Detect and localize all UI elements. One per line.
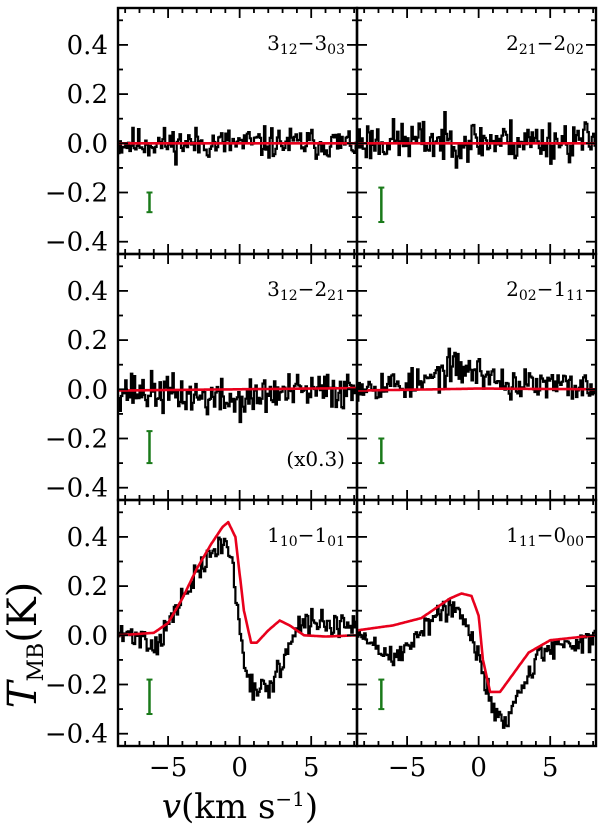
transition-label-subscript: 11	[519, 534, 537, 550]
panel-1: −0.4 −0.2 0.0 0.2 0.4 312−303	[45, 6, 359, 258]
y-tick-label: −0.4	[45, 474, 108, 504]
x-tick-label: 5	[542, 753, 559, 783]
y-tick-label: 0.2	[67, 572, 108, 602]
transition-label-subscript: 21	[519, 42, 537, 58]
y-tick-label: 0.0	[67, 129, 108, 159]
transition-label-text: −1	[298, 523, 327, 547]
transition-label-text: −1	[537, 277, 566, 301]
x-tick-label: −5	[149, 753, 187, 783]
panel-3: −0.4 −0.2 0.0 0.2 0.4 312−221 (x0.3)	[45, 252, 359, 504]
y-tick-label: −0.2	[45, 425, 108, 455]
y-tick-label: 0.4	[67, 277, 108, 307]
observed-spectrum	[357, 111, 596, 169]
x-axis-unit-exponent: −1	[275, 787, 304, 811]
y-tick-label: 0.0	[67, 621, 108, 651]
transition-label: 221−202	[506, 31, 584, 58]
transition-label-subscript: 03	[327, 42, 345, 58]
y-axis-subscript: MB	[24, 643, 49, 682]
y-axis-unit: (K)	[0, 582, 46, 643]
x-tick-label: 0	[231, 753, 248, 783]
transition-label: 312−221	[267, 277, 345, 304]
transition-label-text: −0	[537, 523, 566, 547]
panel-frame	[355, 498, 598, 748]
y-tick-label: 0.2	[67, 326, 108, 356]
y-tick-label: −0.2	[45, 179, 108, 209]
x-tick-label: 5	[303, 753, 320, 783]
scale-note: (x0.3)	[286, 447, 345, 471]
transition-label-subscript: 10	[280, 534, 298, 550]
transition-label-text: 3	[267, 31, 280, 55]
transition-label-text: 2	[506, 277, 519, 301]
transition-label-text: −2	[298, 277, 327, 301]
y-tick-label: 0.0	[67, 375, 108, 405]
y-axis-symbol: T	[0, 678, 46, 708]
observed-spectrum	[357, 598, 596, 729]
y-tick-label: 0.2	[67, 80, 108, 110]
transition-label: 111−000	[506, 523, 584, 550]
x-axis-symbol: v	[162, 787, 181, 827]
y-tick-label: −0.4	[45, 228, 108, 258]
transition-label-subscript: 12	[280, 288, 298, 304]
model-curve	[118, 386, 357, 392]
transition-label-text: 1	[506, 523, 519, 547]
observed-spectrum	[118, 369, 357, 424]
transition-label: 110−101	[267, 523, 345, 550]
y-axis-title: TMB(K)	[0, 582, 49, 708]
x-axis-unit-close: )	[305, 787, 318, 827]
x-axis-title: v(km s−1)	[162, 787, 318, 827]
observed-spectrum	[118, 536, 357, 701]
transition-label-subscript: 00	[566, 534, 584, 550]
model-curve	[118, 520, 357, 644]
transition-label-subscript: 01	[327, 534, 345, 550]
transition-label-subscript: 11	[566, 288, 584, 304]
panel-4: 202−111	[355, 252, 598, 502]
observed-spectrum	[118, 120, 357, 166]
x-tick-label: −5	[388, 753, 426, 783]
model-curve	[357, 592, 596, 694]
panel-grid: −0.4−0.20.00.20.4 312−303 221−202−0.4−0.20…	[45, 6, 598, 783]
y-tick-label: 0.4	[67, 31, 108, 61]
y-tick-label: −0.2	[45, 671, 108, 701]
transition-label-text: −2	[537, 31, 566, 55]
transition-label: 202−111	[506, 277, 584, 304]
transition-label-text: 2	[506, 31, 519, 55]
panel-5: −0.4 −0.2 0.0 0.2 0.4 −5 0 5 110−101	[45, 498, 359, 783]
transition-label-text: 3	[267, 277, 280, 301]
transition-label: 312−303	[267, 31, 345, 58]
panel-2: 221−202	[355, 6, 598, 256]
y-tick-label: 0.4	[67, 523, 108, 553]
transition-label-subscript: 12	[280, 42, 298, 58]
transition-label-subscript: 21	[327, 288, 345, 304]
transition-label-text: −3	[298, 31, 327, 55]
model-curve	[357, 387, 596, 392]
x-axis-unit: (km s	[181, 787, 275, 827]
transition-label-subscript: 02	[519, 288, 537, 304]
observed-spectrum	[357, 347, 596, 402]
transition-label-text: 1	[267, 523, 280, 547]
transition-label-subscript: 02	[566, 42, 584, 58]
y-tick-label: −0.4	[45, 720, 108, 750]
x-tick-label: 0	[470, 753, 487, 783]
